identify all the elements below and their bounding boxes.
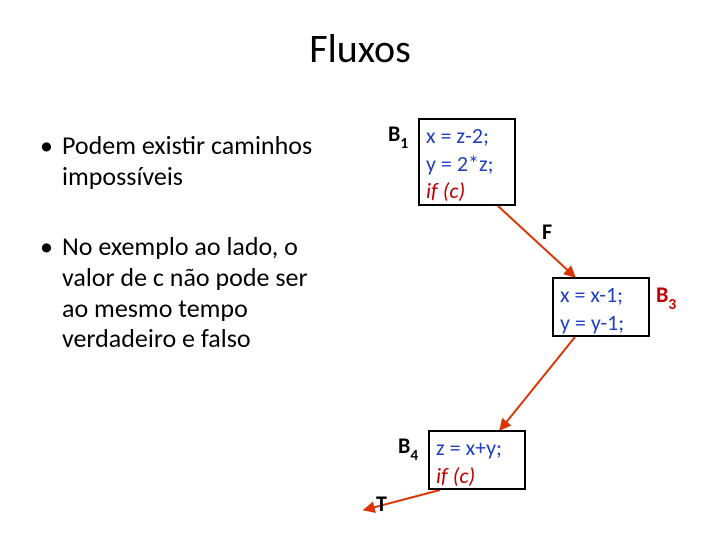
code-line: x = x-1;	[560, 281, 642, 309]
flow-node-b3: x = x-1;y = y-1;	[552, 277, 650, 337]
flow-edge	[498, 206, 575, 277]
page-title: Fluxos	[0, 24, 720, 73]
flow-edge	[500, 337, 575, 430]
code-line: if (c)	[426, 177, 508, 205]
flow-node-b4: z = x+y;if (c)	[428, 430, 526, 490]
edge-label-f: F	[542, 218, 552, 245]
bullet-list: Podem existir caminhos impossíveis No ex…	[40, 130, 320, 394]
bullet-item: Podem existir caminhos impossíveis	[40, 130, 320, 191]
code-line: z = x+y;	[436, 434, 518, 462]
code-line: if (c)	[436, 462, 518, 490]
code-line: y = y-1;	[560, 309, 642, 337]
bullet-item: No exemplo ao lado, o valor de c não pod…	[40, 231, 320, 354]
flow-node-b1: x = z-2;y = 2*z;if (c)	[418, 118, 516, 206]
code-line: y = 2*z;	[426, 150, 508, 178]
code-line: x = z-2;	[426, 122, 508, 150]
slide: { "title": { "text": "Fluxos", "fontsize…	[0, 0, 720, 540]
node-label-b3: B3	[656, 281, 676, 312]
node-label-b4: B4	[398, 432, 418, 463]
node-label-b1: B1	[388, 120, 408, 151]
edge-label-t: T	[376, 490, 387, 517]
